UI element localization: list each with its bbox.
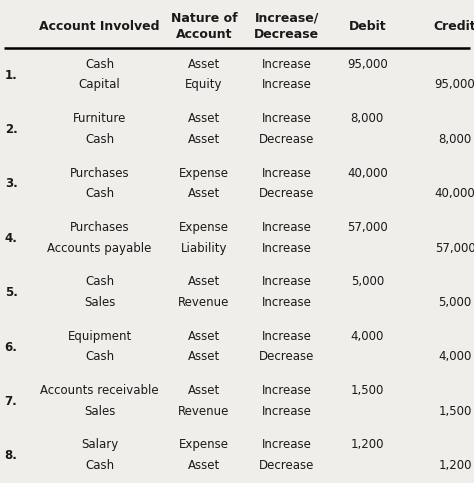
Text: Increase: Increase xyxy=(262,58,312,71)
Text: Revenue: Revenue xyxy=(178,405,229,418)
Text: Asset: Asset xyxy=(188,112,220,125)
Text: Accounts receivable: Accounts receivable xyxy=(40,384,159,397)
Text: Asset: Asset xyxy=(188,187,220,200)
Text: Expense: Expense xyxy=(179,439,229,452)
Text: Purchases: Purchases xyxy=(70,221,129,234)
Text: Purchases: Purchases xyxy=(70,167,129,180)
Text: 95,000: 95,000 xyxy=(347,58,388,71)
Text: Increase: Increase xyxy=(262,275,312,288)
Text: Asset: Asset xyxy=(188,384,220,397)
Text: 5,000: 5,000 xyxy=(438,296,472,309)
Text: Credit: Credit xyxy=(434,20,474,33)
Text: Accounts payable: Accounts payable xyxy=(47,242,152,255)
Text: Debit: Debit xyxy=(348,20,386,33)
Text: Asset: Asset xyxy=(188,330,220,342)
Text: Decrease: Decrease xyxy=(259,133,314,146)
Text: Expense: Expense xyxy=(179,221,229,234)
Text: Increase: Increase xyxy=(262,221,312,234)
Text: Equipment: Equipment xyxy=(67,330,132,342)
Text: Account Involved: Account Involved xyxy=(39,20,160,33)
Text: Increase: Increase xyxy=(262,384,312,397)
Text: Increase: Increase xyxy=(262,242,312,255)
Text: 5.: 5. xyxy=(5,286,18,299)
Text: Cash: Cash xyxy=(85,459,114,472)
Text: 8.: 8. xyxy=(5,449,18,462)
Text: Asset: Asset xyxy=(188,275,220,288)
Text: Asset: Asset xyxy=(188,133,220,146)
Text: 3.: 3. xyxy=(5,177,18,190)
Text: Increase: Increase xyxy=(262,330,312,342)
Text: 1,200: 1,200 xyxy=(438,459,472,472)
Text: Revenue: Revenue xyxy=(178,296,229,309)
Text: 1,500: 1,500 xyxy=(351,384,384,397)
Text: 6.: 6. xyxy=(5,341,18,354)
Text: Equity: Equity xyxy=(185,78,223,91)
Text: 1.: 1. xyxy=(5,69,18,82)
Text: Capital: Capital xyxy=(79,78,120,91)
Text: 7.: 7. xyxy=(5,395,18,408)
Text: 57,000: 57,000 xyxy=(435,242,474,255)
Text: 8,000: 8,000 xyxy=(438,133,472,146)
Text: Increase: Increase xyxy=(262,439,312,452)
Text: Furniture: Furniture xyxy=(73,112,126,125)
Text: 4.: 4. xyxy=(5,232,18,245)
Text: 4,000: 4,000 xyxy=(438,350,472,363)
Text: Cash: Cash xyxy=(85,133,114,146)
Text: 2.: 2. xyxy=(5,123,18,136)
Text: 57,000: 57,000 xyxy=(347,221,388,234)
Text: 5,000: 5,000 xyxy=(351,275,384,288)
Text: Decrease: Decrease xyxy=(259,187,314,200)
Text: Asset: Asset xyxy=(188,350,220,363)
Text: Cash: Cash xyxy=(85,58,114,71)
Text: Increase: Increase xyxy=(262,296,312,309)
Text: Asset: Asset xyxy=(188,58,220,71)
Text: Liability: Liability xyxy=(181,242,227,255)
Text: 1,200: 1,200 xyxy=(351,439,384,452)
Text: 4,000: 4,000 xyxy=(351,330,384,342)
Text: Expense: Expense xyxy=(179,167,229,180)
Text: Cash: Cash xyxy=(85,275,114,288)
Text: 1,500: 1,500 xyxy=(438,405,472,418)
Text: Sales: Sales xyxy=(84,296,115,309)
Text: Cash: Cash xyxy=(85,187,114,200)
Text: Salary: Salary xyxy=(81,439,118,452)
Text: Increase: Increase xyxy=(262,405,312,418)
Text: 8,000: 8,000 xyxy=(351,112,384,125)
Text: Increase/
Decrease: Increase/ Decrease xyxy=(254,12,319,41)
Text: 40,000: 40,000 xyxy=(347,167,388,180)
Text: Nature of
Account: Nature of Account xyxy=(171,12,237,41)
Text: Cash: Cash xyxy=(85,350,114,363)
Text: Decrease: Decrease xyxy=(259,350,314,363)
Text: Increase: Increase xyxy=(262,167,312,180)
Text: Asset: Asset xyxy=(188,459,220,472)
Text: Decrease: Decrease xyxy=(259,459,314,472)
Text: Increase: Increase xyxy=(262,78,312,91)
Text: Sales: Sales xyxy=(84,405,115,418)
Text: 40,000: 40,000 xyxy=(435,187,474,200)
Text: Increase: Increase xyxy=(262,112,312,125)
Text: 95,000: 95,000 xyxy=(435,78,474,91)
